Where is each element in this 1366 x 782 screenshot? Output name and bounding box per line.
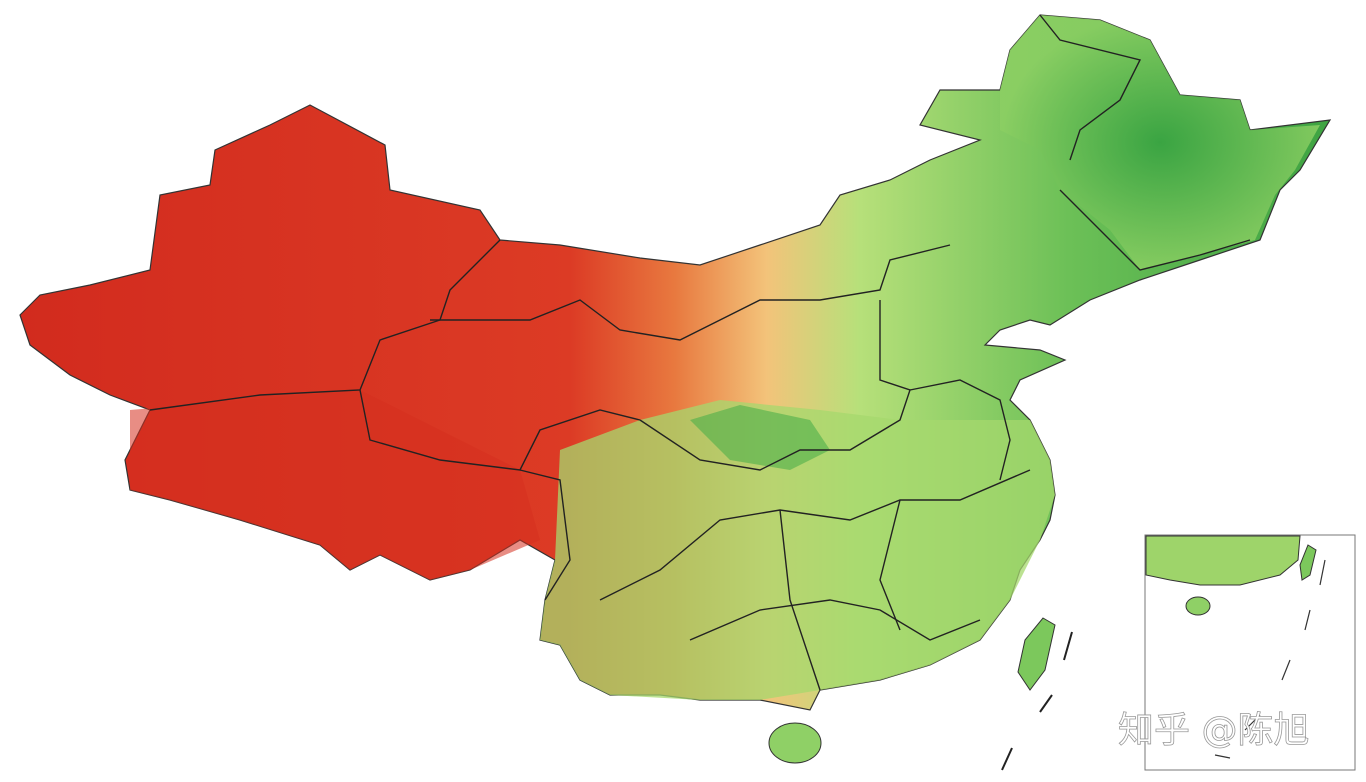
inset-south-china-sea xyxy=(1144,534,1356,771)
hainan xyxy=(768,722,822,764)
province-border xyxy=(909,379,1011,481)
inset-dash-line xyxy=(1214,559,1326,759)
watermark: 知乎 @陈旭 xyxy=(1118,710,1309,751)
dash xyxy=(1319,559,1326,586)
province-border xyxy=(879,499,901,631)
province-border xyxy=(149,239,501,411)
province-border xyxy=(689,599,981,641)
province-border xyxy=(599,469,1031,601)
taiwan xyxy=(1017,617,1056,691)
inset-land xyxy=(1145,535,1301,586)
province-border xyxy=(639,300,911,471)
dash xyxy=(1244,714,1261,731)
province-border xyxy=(430,244,951,341)
province-border xyxy=(1039,14,1142,161)
inset-hainan xyxy=(1185,596,1211,616)
tibet-arid xyxy=(130,390,540,580)
province-border xyxy=(519,469,571,601)
china-landmass xyxy=(19,14,1332,764)
inset-taiwan xyxy=(1299,544,1317,581)
south-vegetation xyxy=(540,400,1055,700)
dash xyxy=(1304,609,1311,631)
northeast-forest xyxy=(1000,15,1320,270)
sea-dashes xyxy=(1001,631,1073,771)
province-borders xyxy=(149,14,1251,691)
province-border xyxy=(779,509,821,691)
dash xyxy=(1063,631,1073,661)
qinling-forest xyxy=(690,405,830,470)
dash xyxy=(1001,747,1013,771)
province-border xyxy=(1059,189,1251,271)
dash xyxy=(1214,754,1231,759)
dash xyxy=(1039,694,1053,713)
dash xyxy=(1281,659,1291,681)
